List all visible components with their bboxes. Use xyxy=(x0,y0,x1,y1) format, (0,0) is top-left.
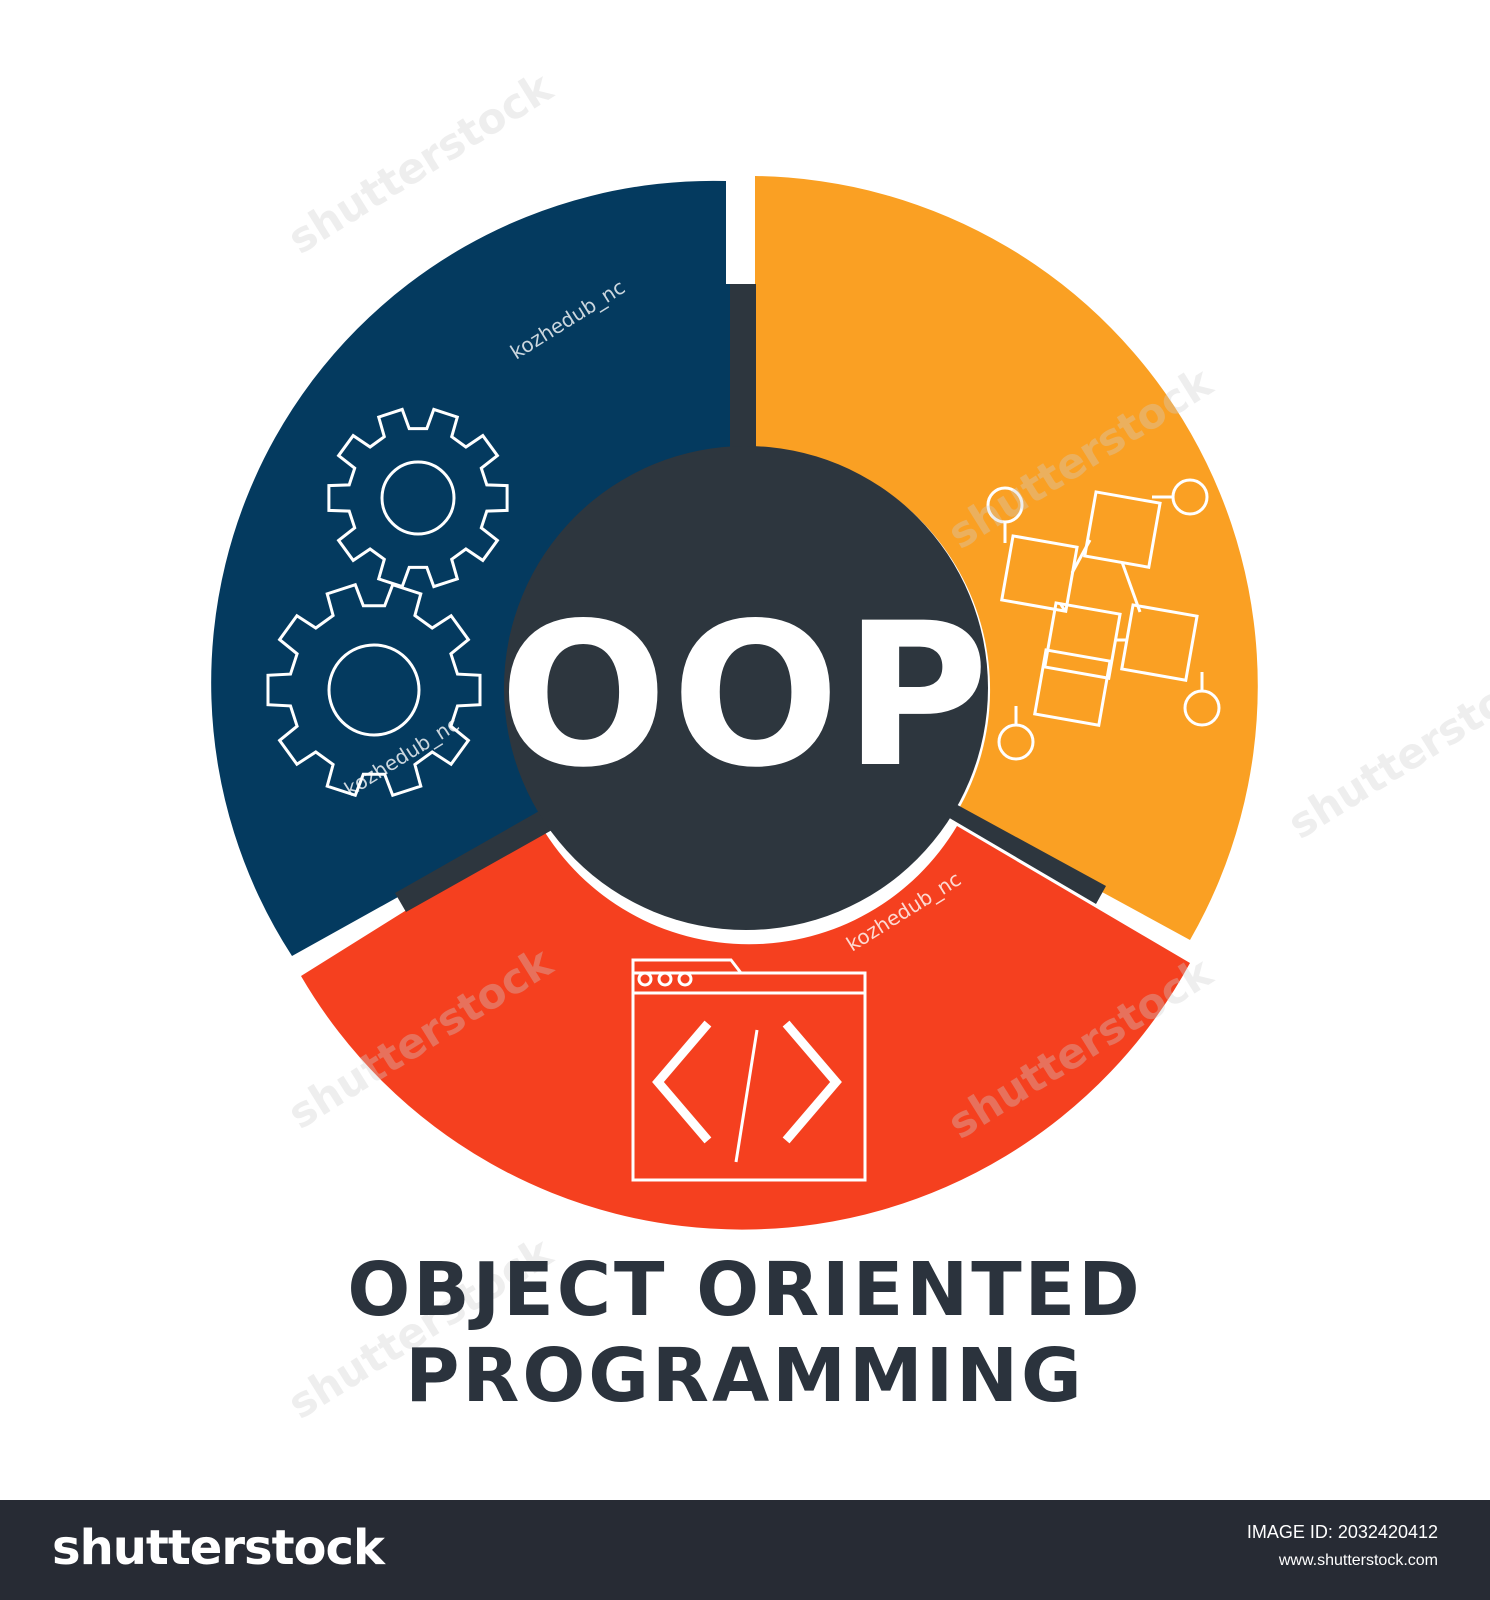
gears-icon xyxy=(266,407,509,798)
oop-diagram: OOP shutt xyxy=(211,62,1490,1428)
segment-blue xyxy=(211,180,730,956)
watermark-text: shutterstock xyxy=(1279,647,1490,849)
diagram-title: OBJECT ORIENTED PROGRAMMING xyxy=(347,1247,1143,1419)
code-window-icon xyxy=(631,958,867,1182)
center-circle xyxy=(504,446,988,930)
footer-bar: shutterstock IMAGE ID: 2032420412 www.sh… xyxy=(0,1500,1490,1600)
gear-small-icon xyxy=(327,407,509,589)
divider-top xyxy=(730,284,756,464)
segment-red xyxy=(301,826,1190,1230)
segment-orange xyxy=(755,176,1258,940)
gear-large-icon xyxy=(266,582,482,798)
divider-right xyxy=(946,802,1106,904)
brand-logo: shutterstock xyxy=(52,1520,385,1576)
center-label: OOP xyxy=(499,580,993,811)
image-id: IMAGE ID: 2032420412 xyxy=(1246,1522,1438,1542)
divider-left xyxy=(395,810,552,912)
site-url: www.shutterstock.com xyxy=(1278,1552,1438,1569)
blockchain-icon xyxy=(986,478,1221,761)
